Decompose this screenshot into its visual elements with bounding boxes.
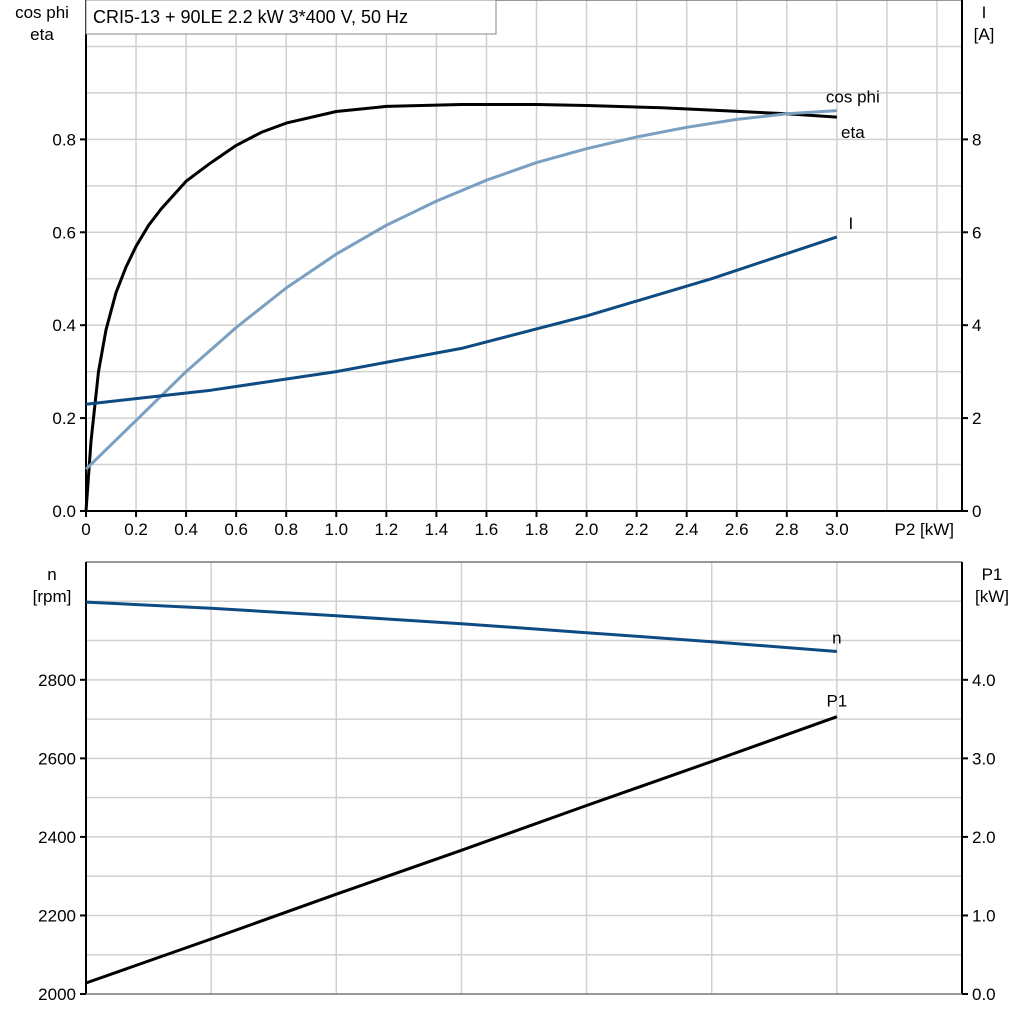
y-tick-label-right: 6 <box>972 223 981 242</box>
x-tick-label: 0.6 <box>224 520 248 539</box>
x-tick-label: 0.8 <box>274 520 298 539</box>
y-tick-label-right: 4.0 <box>972 671 996 690</box>
top-chart: 0.0 0.2 0.4 0.6 0.8 0 2 4 6 8 0 0.2 0.4 0.6 0.8 1.0 1.2 1… <box>15 0 994 539</box>
series-line-eta <box>84 103 837 512</box>
y-tick-label-right: 2.0 <box>972 828 996 847</box>
chart-title: CRI5-13 + 90LE 2.2 kW 3*400 V, 50 Hz <box>93 7 408 27</box>
x-tick-label: 2.8 <box>775 520 799 539</box>
x-axis-label: P2 [kW] <box>894 520 954 539</box>
x-tick-label: 1.4 <box>425 520 449 539</box>
series-label-cos-phi: cos phi <box>826 88 880 107</box>
series-line-I <box>85 235 838 406</box>
y-tick-label-left: 2000 <box>38 985 76 1004</box>
x-tick-label: 2.6 <box>725 520 749 539</box>
y-axis-label-left: eta <box>30 25 54 44</box>
x-tick-label: 0.2 <box>124 520 148 539</box>
y-tick-label-left: 2400 <box>38 828 76 847</box>
y-tick-label-right: 4 <box>972 316 981 335</box>
y-axis-label-right: [A] <box>974 25 995 44</box>
x-tick-label: 1.2 <box>375 520 399 539</box>
series-line-n <box>85 600 838 653</box>
series-line-P1 <box>85 715 838 985</box>
series-label-eta: eta <box>841 123 865 142</box>
series-line-cos-phi <box>84 109 837 471</box>
title-box: CRI5-13 + 90LE 2.2 kW 3*400 V, 50 Hz <box>85 0 497 35</box>
x-tick-label: 1.8 <box>525 520 549 539</box>
y-tick-label-left: 2600 <box>38 749 76 768</box>
y-axis-label-right: P1 <box>982 565 1003 584</box>
y-tick-label-left: 0.0 <box>52 502 76 521</box>
y-tick-label-left: 0.4 <box>52 316 76 335</box>
x-tick-label: 2.0 <box>575 520 599 539</box>
y-axis-label-right: I <box>982 3 987 22</box>
x-tick-label: 1.0 <box>324 520 348 539</box>
series-label-I: I <box>848 214 853 233</box>
series-label-n: n <box>832 629 841 648</box>
x-tick-label: 2.2 <box>625 520 649 539</box>
y-axis-label-right: [kW] <box>975 587 1009 606</box>
y-axis-label-left: cos phi <box>15 3 69 22</box>
y-tick-label-left: 2800 <box>38 671 76 690</box>
y-tick-label-left: 0.6 <box>52 223 76 242</box>
y-tick-label-left: 0.2 <box>52 409 76 428</box>
y-tick-label-left: 2200 <box>38 906 76 925</box>
x-tick-label: 3.0 <box>825 520 849 539</box>
series-label-P1: P1 <box>826 692 847 711</box>
y-tick-label-right: 0.0 <box>972 985 996 1004</box>
x-tick-label: 0 <box>81 520 90 539</box>
bottom-chart: 2000 2200 2400 2600 2800 0.0 1.0 2.0 3.0 4.0 n [rpm… <box>33 561 1009 1004</box>
y-tick-label-right: 1.0 <box>972 906 996 925</box>
y-axis-label-left: [rpm] <box>33 587 72 606</box>
y-tick-label-right: 3.0 <box>972 749 996 768</box>
x-tick-label: 0.4 <box>174 520 198 539</box>
y-tick-label-right: 0 <box>972 502 981 521</box>
x-tick-label: 2.4 <box>675 520 699 539</box>
y-tick-label-right: 2 <box>972 409 981 428</box>
y-tick-label-left: 0.8 <box>52 130 76 149</box>
x-tick-label: 1.6 <box>475 520 499 539</box>
y-axis-label-left: n <box>47 565 56 584</box>
y-tick-label-right: 8 <box>972 130 981 149</box>
